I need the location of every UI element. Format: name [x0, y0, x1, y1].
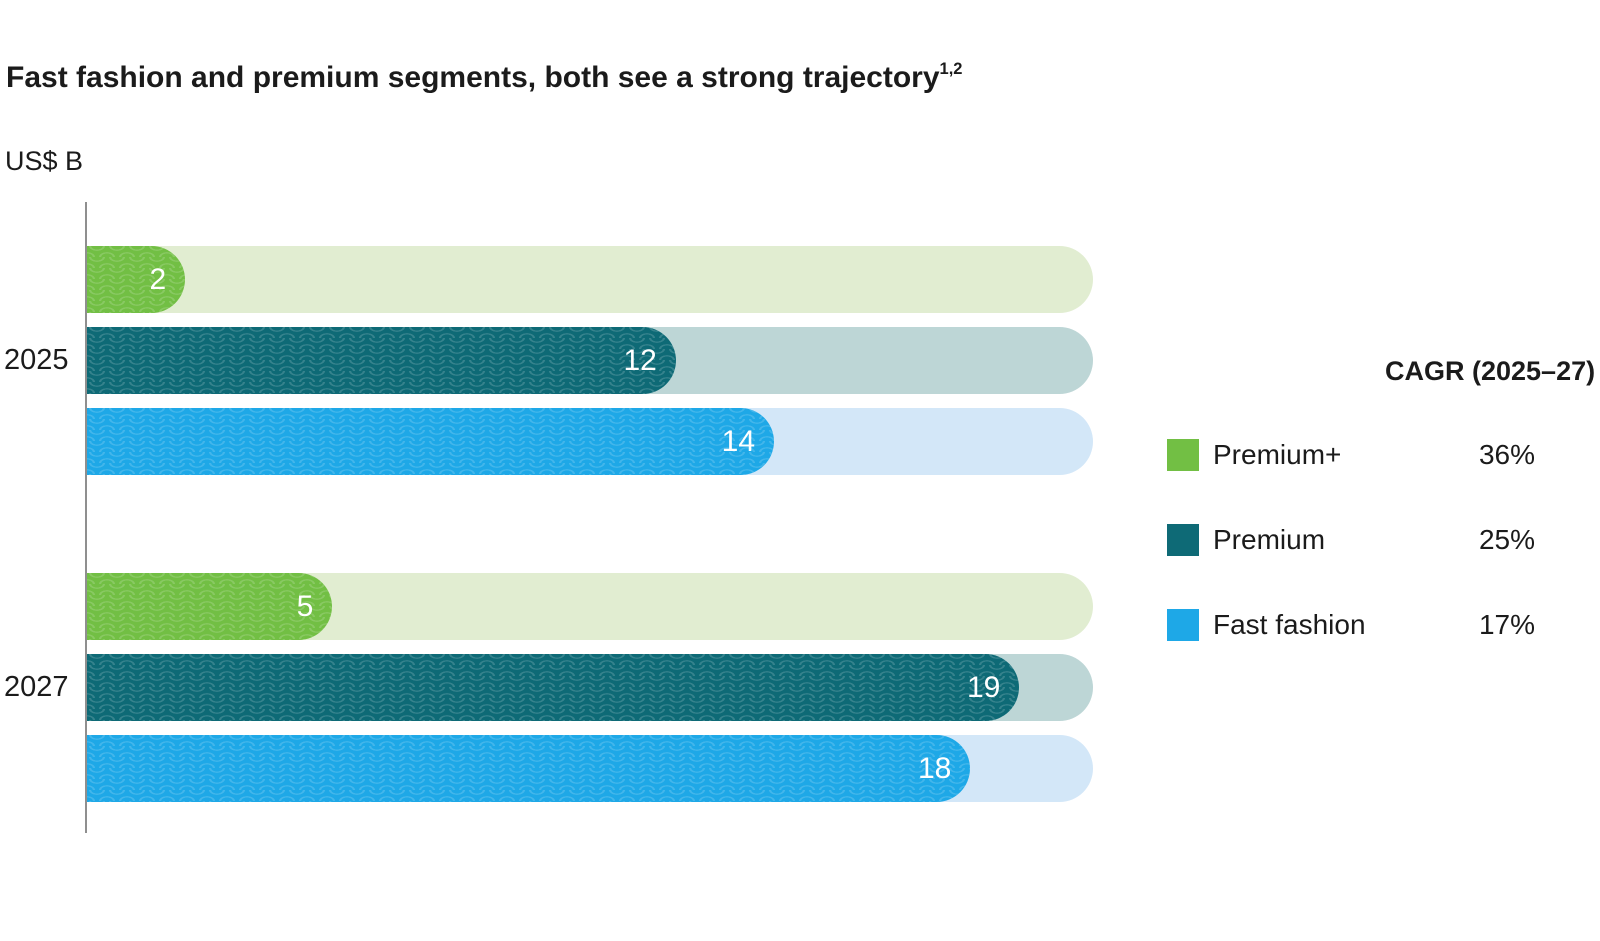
legend-label-premium-plus: Premium+ [1213, 439, 1342, 470]
legend-label-premium: Premium [1213, 524, 1326, 555]
bar-premium-plus-2027: 5 [87, 573, 333, 640]
category-label-2027: 2027 [4, 671, 69, 703]
bar-track-fast-fashion-2025: 14 [87, 408, 1093, 475]
legend-swatch-premium [1167, 524, 1199, 556]
bar-premium-plus-2025: 2 [87, 246, 186, 313]
footnote-marker: 1,2 [939, 59, 963, 78]
bar-premium-2027: 19 [87, 654, 1020, 721]
bar-track-premium-plus-2025: 2 [87, 246, 1093, 313]
legend-item-premium: Premium 25% [1167, 523, 1557, 557]
legend-item-premium-plus: Premium+ 36% [1167, 438, 1557, 472]
legend-cagr-premium: 25% [1478, 524, 1536, 555]
bar-value-premium-2025: 12 [623, 343, 657, 377]
legend-label-fast-fashion: Fast fashion [1213, 609, 1366, 640]
bar-track-fast-fashion-2027: 18 [87, 735, 1093, 802]
plot-area: 2 12 14 5 19 18 [85, 202, 1093, 833]
bar-value-fast-fashion-2027: 18 [917, 751, 952, 785]
bar-value-premium-2027: 19 [967, 670, 1001, 704]
bar-fast-fashion-2027: 18 [87, 735, 971, 802]
legend-swatch-premium-plus [1167, 439, 1199, 471]
bar-value-premium-plus-2025: 2 [149, 262, 167, 296]
bar-premium-2025: 12 [87, 327, 676, 394]
legend-cagr-premium-plus: 36% [1478, 439, 1536, 470]
legend-header: CAGR (2025–27) [1385, 356, 1596, 386]
bar-track-premium-2025: 12 [87, 327, 1093, 394]
bar-fast-fashion-2025: 14 [87, 408, 775, 475]
bar-track-premium-2027: 19 [87, 654, 1093, 721]
legend-swatch-fast-fashion [1167, 609, 1199, 641]
bar-value-fast-fashion-2025: 14 [721, 424, 756, 458]
legend-item-fast-fashion: Fast fashion 17% [1167, 608, 1557, 642]
y-axis-line [85, 202, 87, 833]
category-label-2025: 2025 [4, 344, 69, 376]
chart-title-text: Fast fashion and premium segments, both … [6, 61, 940, 94]
axis-unit-label: US$ B [5, 146, 84, 176]
legend-cagr-fast-fashion: 17% [1478, 609, 1536, 640]
chart-title: Fast fashion and premium segments, both … [6, 60, 962, 96]
bar-track-premium-plus-2027: 5 [87, 573, 1093, 640]
bar-value-premium-plus-2027: 5 [296, 589, 314, 623]
